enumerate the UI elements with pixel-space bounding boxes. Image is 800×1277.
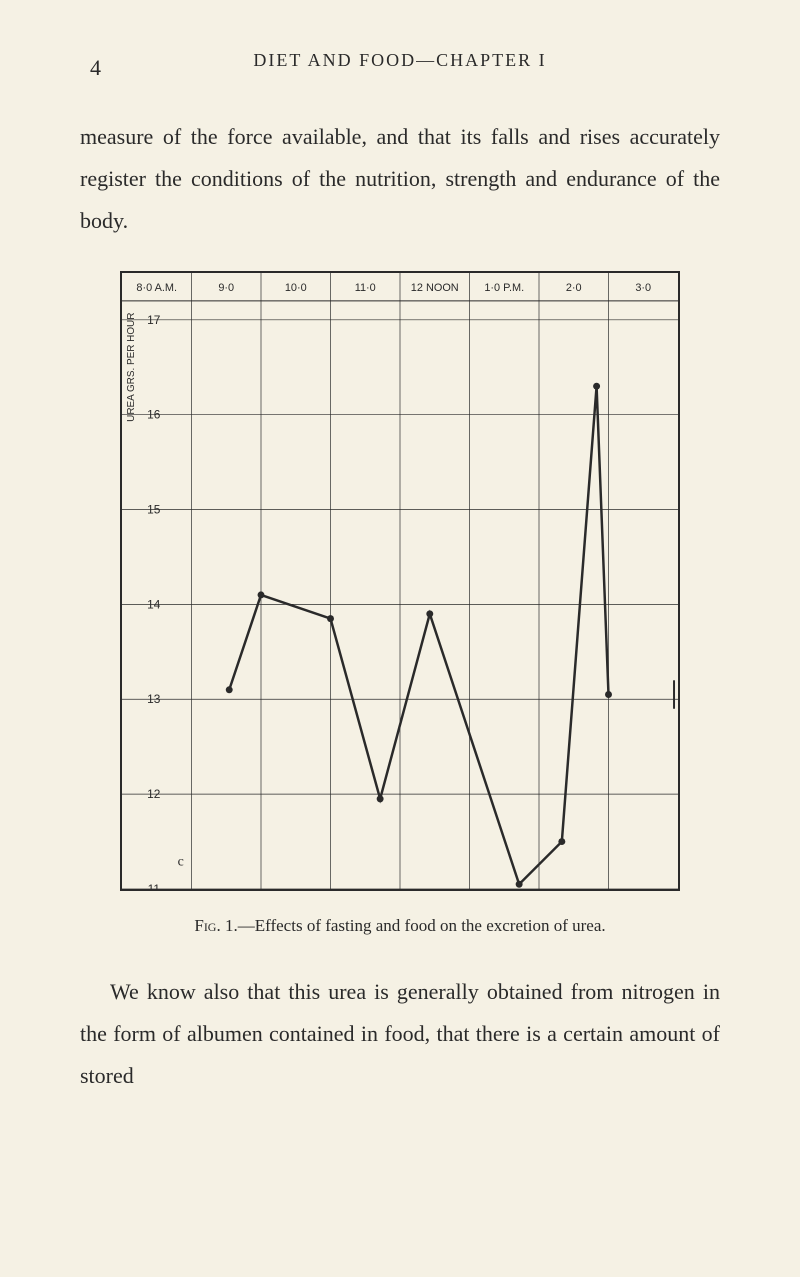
svg-text:11: 11 <box>148 882 161 889</box>
svg-text:8·0 A.M.: 8·0 A.M. <box>136 282 177 294</box>
svg-text:12 NOON: 12 NOON <box>411 282 459 294</box>
svg-text:c: c <box>178 855 184 870</box>
svg-text:16: 16 <box>147 408 161 422</box>
svg-text:15: 15 <box>147 503 161 517</box>
caption-label: Fig. 1. <box>194 916 237 935</box>
svg-text:13: 13 <box>147 693 161 707</box>
caption-text: —Effects of fasting and food on the excr… <box>238 916 606 935</box>
svg-text:12: 12 <box>147 787 161 801</box>
svg-text:UREA GRS. PER HOUR: UREA GRS. PER HOUR <box>126 313 137 422</box>
svg-text:10·0: 10·0 <box>285 282 307 294</box>
paragraph-2: We know also that this urea is generally… <box>80 971 720 1096</box>
chart-svg: 8·0 A.M. 9·0 10·0 11·0 12 NOON 1·0 P.M. 2·0 3·0… <box>122 273 678 889</box>
svg-text:2·0: 2·0 <box>566 282 582 294</box>
svg-text:9·0: 9·0 <box>218 282 234 294</box>
page-number: 4 <box>90 55 101 81</box>
svg-text:11·0: 11·0 <box>355 282 376 294</box>
paragraph-1: measure of the force available, and that… <box>80 116 720 241</box>
figure-caption: Fig. 1.—Effects of fasting and food on t… <box>80 916 720 936</box>
urea-chart: 8·0 A.M. 9·0 10·0 11·0 12 NOON 1·0 P.M. 2·0 3·0… <box>120 271 680 891</box>
svg-text:3·0: 3·0 <box>635 282 651 294</box>
svg-text:1·0 P.M.: 1·0 P.M. <box>484 282 524 294</box>
svg-text:17: 17 <box>147 313 161 327</box>
page-header: DIET AND FOOD—CHAPTER I <box>80 50 720 71</box>
svg-text:14: 14 <box>147 598 161 612</box>
